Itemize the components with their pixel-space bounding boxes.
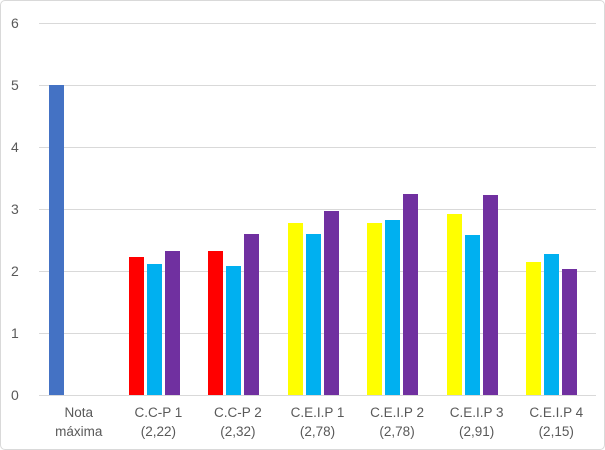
- x-axis: Nota máxima C.C-P 1 (2,22) C.C-P 2 (2,32) C.E.…: [39, 403, 596, 445]
- y-tick-label-3: 3: [11, 201, 19, 217]
- gridline-y-5: [39, 85, 596, 86]
- bar-yellow-cat4: [287, 222, 303, 395]
- x-category-label-6: C.E.I.P 3 (2,91): [437, 403, 517, 441]
- plot-area: [39, 23, 596, 396]
- bar-purple-cat5: [403, 193, 419, 395]
- bar-cyan-cat2: [146, 264, 162, 395]
- y-tick-label-6: 6: [11, 15, 19, 31]
- x-category-label-5: C.E.I.P 2 (2,78): [357, 403, 437, 441]
- x-category-average: máxima: [55, 424, 103, 439]
- bar-cyan-cat6: [464, 235, 480, 395]
- x-category-name: C.E.I.P 2: [370, 405, 424, 420]
- x-category-average: (2,91): [458, 424, 495, 439]
- x-category-label-1: Nota máxima: [39, 403, 119, 441]
- x-category-average: (2,78): [299, 424, 336, 439]
- x-category-average: (2,15): [538, 424, 574, 439]
- x-category-name: C.C-P 2: [214, 405, 262, 420]
- x-category-name: C.C-P 1: [134, 405, 183, 420]
- bar-purple-cat7: [562, 269, 578, 395]
- x-category-label-2: C.C-P 1 (2,22): [119, 403, 199, 441]
- bar-yellow-cat6: [446, 213, 462, 395]
- bar-red-cat2: [128, 257, 144, 395]
- y-tick-label-2: 2: [11, 263, 19, 279]
- gridline-y-0: [39, 395, 596, 396]
- bar-red-cat3: [208, 251, 224, 395]
- bar-cyan-cat7: [544, 254, 560, 395]
- x-category-name: C.E.I.P 1: [290, 405, 345, 420]
- y-tick-label-1: 1: [11, 325, 19, 341]
- bar-purple-cat3: [244, 233, 260, 395]
- bar-yellow-cat5: [367, 222, 383, 395]
- y-tick-label-5: 5: [11, 77, 19, 93]
- bar-yellow-cat7: [526, 261, 542, 395]
- y-tick-label-0: 0: [11, 387, 19, 403]
- bar-purple-cat2: [164, 250, 180, 395]
- bar-cyan-cat3: [226, 266, 242, 395]
- bar-blue-cat1: [49, 85, 64, 395]
- x-category-name: C.E.I.P 3: [449, 405, 504, 420]
- bar-cyan-cat5: [385, 220, 401, 395]
- bar-purple-cat6: [482, 194, 498, 395]
- bar-purple-cat4: [323, 211, 339, 395]
- y-axis: 0 1 2 3 4 5 6: [1, 1, 35, 449]
- x-category-average: (2,32): [220, 424, 256, 439]
- gridline-y-6: [39, 23, 596, 24]
- x-category-label-3: C.C-P 2 (2,32): [198, 403, 278, 441]
- x-category-average: (2,78): [379, 424, 415, 439]
- y-tick-label-4: 4: [11, 139, 19, 155]
- x-category-name: Nota: [64, 405, 94, 420]
- gridline-y-4: [39, 147, 596, 148]
- x-category-name: C.E.I.P 4: [529, 405, 584, 420]
- x-category-label-4: C.E.I.P 1 (2,78): [278, 403, 358, 441]
- gridline-y-3: [39, 209, 596, 210]
- x-category-label-7: C.E.I.P 4 (2,15): [516, 403, 596, 441]
- bar-cyan-cat4: [305, 233, 321, 395]
- x-category-average: (2,22): [140, 424, 176, 439]
